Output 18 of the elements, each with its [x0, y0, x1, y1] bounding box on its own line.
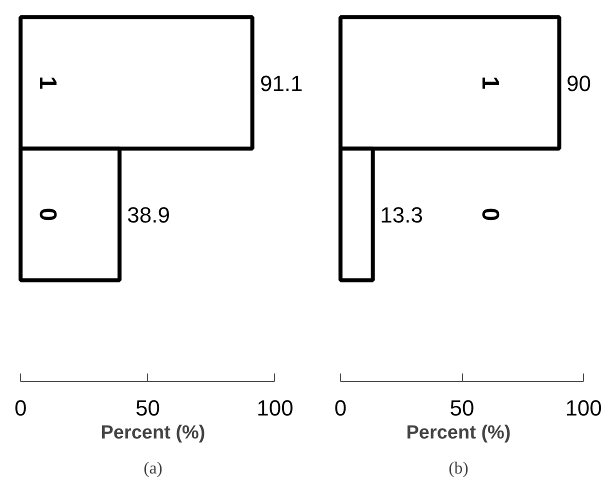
category-label: 1	[476, 76, 504, 90]
category-label: 0	[34, 208, 62, 222]
data-label: 91.1	[260, 70, 303, 96]
category-label: 1	[34, 76, 62, 90]
x-tick-label: 50	[450, 396, 474, 420]
x-tick-label: 50	[136, 396, 160, 420]
x-tick-label: 100	[256, 396, 294, 420]
data-label: 13.3	[380, 202, 423, 228]
text: (b)	[448, 458, 468, 478]
text: (a)	[144, 458, 162, 478]
data-label: 90	[566, 70, 592, 96]
data-label: 38.9	[127, 202, 170, 228]
x-axis-title: Percent (%)	[406, 422, 511, 444]
x-tick-label: 0	[334, 396, 347, 420]
x-tick-label: 100	[565, 396, 602, 420]
category-label: 0	[476, 208, 504, 222]
x-tick-label: 0	[14, 396, 27, 420]
x-axis-title: Percent (%)	[100, 422, 206, 444]
